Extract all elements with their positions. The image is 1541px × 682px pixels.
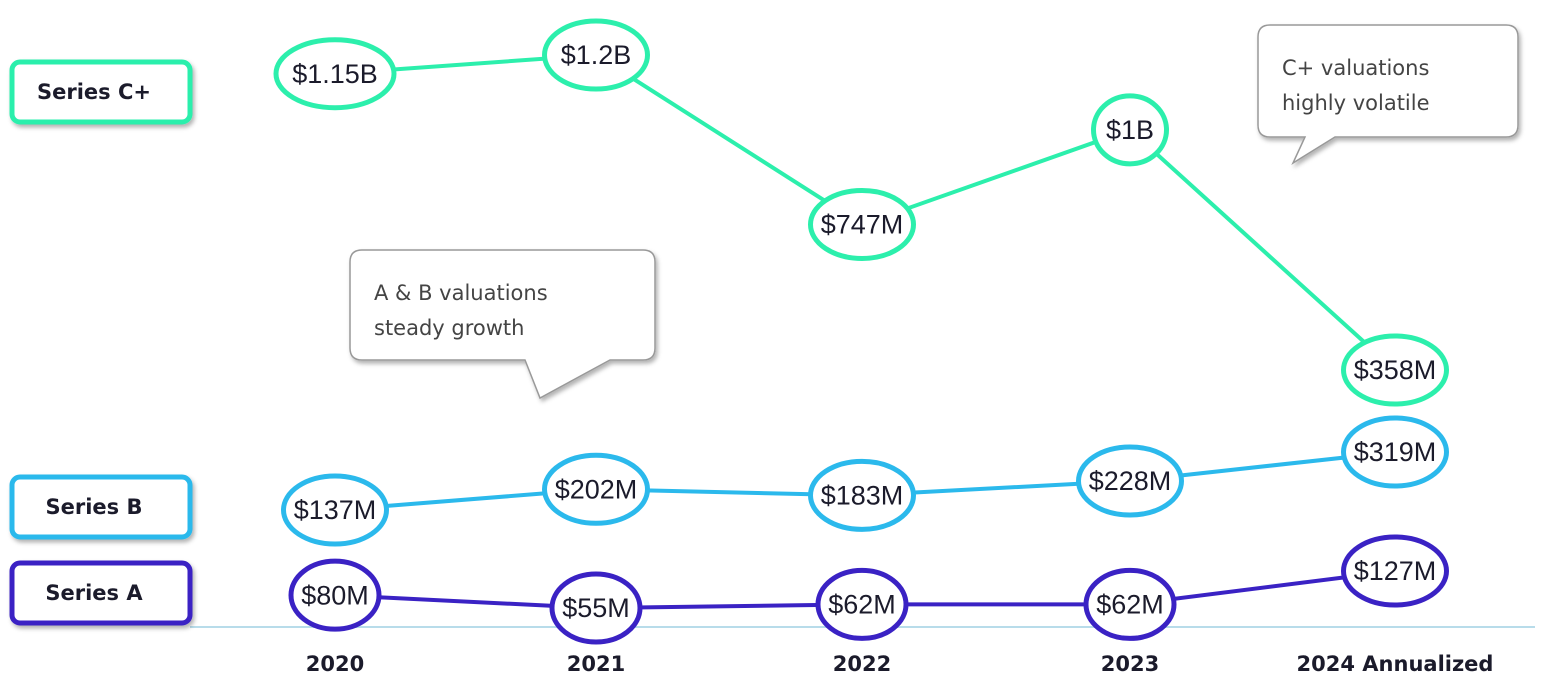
- point: $137M: [281, 473, 389, 547]
- data-label: $358M: [1354, 355, 1437, 385]
- point: $202M: [542, 452, 650, 526]
- point-marker: [1091, 93, 1169, 167]
- legend-box: [9, 560, 193, 626]
- x-tick-label: 2023: [1101, 652, 1159, 676]
- data-label: $55M: [562, 593, 630, 623]
- legend-label: Series B: [46, 495, 143, 519]
- x-tick-label: 2024 Annualized: [1297, 652, 1494, 676]
- point: $319M: [1341, 415, 1449, 489]
- point: $1.15B: [273, 37, 397, 111]
- point-marker: [273, 37, 397, 111]
- data-label: $62M: [828, 590, 896, 620]
- point-marker: [815, 567, 909, 641]
- point: $80M: [288, 558, 382, 632]
- point-marker: [549, 571, 643, 645]
- point: $62M: [1083, 567, 1177, 641]
- x-tick-label: 2020: [306, 652, 364, 676]
- point: $747M: [808, 187, 916, 261]
- annotation-line: A & B valuations: [374, 281, 548, 305]
- legend-item: Series A: [9, 560, 193, 626]
- point-marker: [808, 458, 916, 532]
- data-label: $1B: [1106, 115, 1154, 145]
- point-marker: [1341, 415, 1449, 489]
- legend-label: Series A: [45, 581, 143, 605]
- data-label: $319M: [1354, 437, 1437, 467]
- annotation-line: steady growth: [374, 316, 524, 340]
- x-tick-label: 2022: [833, 652, 891, 676]
- data-label: $1.15B: [292, 59, 378, 89]
- point: $183M: [808, 458, 916, 532]
- point: $228M: [1076, 444, 1184, 518]
- annotation-line: C+ valuations: [1282, 56, 1429, 80]
- point: $62M: [815, 567, 909, 641]
- point-marker: [1076, 444, 1184, 518]
- point-marker: [1341, 534, 1449, 608]
- data-label: $1.2B: [561, 40, 632, 70]
- callout: A & B valuations steady growth: [349, 249, 656, 400]
- legend-item: Series B: [9, 474, 193, 540]
- point: $358M: [1341, 333, 1449, 407]
- point-marker: [288, 558, 382, 632]
- legend-item: Series C+: [9, 59, 193, 125]
- point: $1B: [1091, 93, 1169, 167]
- annotation-line: highly volatile: [1282, 91, 1430, 115]
- legend-box: [9, 474, 193, 540]
- point-marker: [1341, 333, 1449, 407]
- point: $55M: [549, 571, 643, 645]
- legend-box: [9, 59, 193, 125]
- data-label: $137M: [294, 495, 377, 525]
- point-marker: [542, 18, 650, 92]
- data-label: $228M: [1089, 466, 1172, 496]
- point-marker: [281, 473, 389, 547]
- point: $1.2B: [542, 18, 650, 92]
- point: $127M: [1341, 534, 1449, 608]
- data-label: $127M: [1354, 556, 1437, 586]
- data-label: $183M: [821, 480, 904, 510]
- point-marker: [1083, 567, 1177, 641]
- data-label: $62M: [1096, 590, 1164, 620]
- x-tick-label: 2021: [567, 652, 625, 676]
- legend-label: Series C+: [37, 80, 151, 104]
- callout: C+ valuations highly volatile: [1257, 24, 1519, 165]
- point-marker: [808, 187, 916, 261]
- data-label: $202M: [555, 474, 638, 504]
- data-label: $80M: [301, 580, 369, 610]
- point-marker: [542, 452, 650, 526]
- data-label: $747M: [821, 210, 904, 240]
